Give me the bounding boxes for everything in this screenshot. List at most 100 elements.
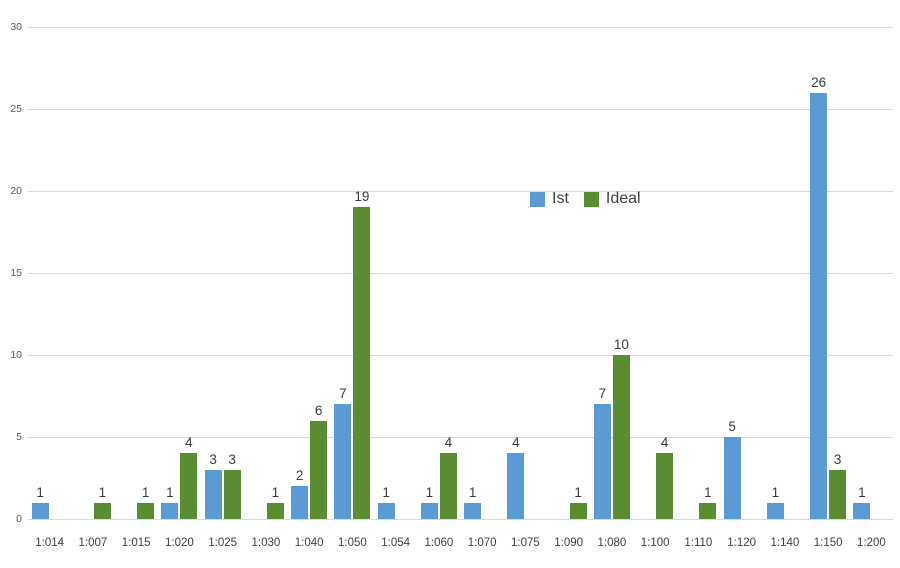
- x-tick-label: 1:200: [856, 537, 886, 549]
- bars-layer: 1 1 1 1 4 3 3 1 2 6 7 19 1 1 4 1 4 1 7 10 4 1 5 1 26 3 1: [28, 27, 893, 519]
- bar-value-label: 1: [425, 484, 434, 500]
- bar-value-label: 1: [382, 484, 390, 500]
- bar-ideal: 1: [569, 485, 587, 519]
- bar-value-label: 1: [36, 484, 44, 500]
- y-tick-label: 10: [10, 349, 22, 361]
- bar-value-label: 3: [209, 451, 217, 467]
- bar-ist: 1: [853, 485, 871, 519]
- x-tick-label: 1:150: [813, 537, 843, 549]
- legend-item-ist: Ist: [530, 189, 569, 209]
- bar-value-label: 4: [660, 435, 669, 451]
- bar-value-label: 4: [444, 435, 453, 451]
- x-tick-label: 1:030: [251, 537, 281, 549]
- x-tick-label: 1:060: [424, 537, 454, 549]
- bar-value-label: 2: [295, 468, 304, 484]
- category-group: 5: [720, 27, 763, 519]
- legend-swatch-ist: [530, 191, 545, 207]
- y-tick-label: 30: [10, 21, 22, 33]
- x-tick-label: 1:075: [510, 537, 540, 549]
- bar-value-label: 1: [771, 484, 780, 500]
- category-group: 1: [115, 27, 158, 519]
- bar-ist: 5: [723, 419, 741, 519]
- bar-ideal: 4: [656, 435, 674, 519]
- category-group: 26 3: [807, 27, 850, 519]
- bar-ideal: 4: [180, 435, 198, 519]
- bar-ideal: 6: [310, 403, 328, 519]
- plot-area: 1 1 1 1 4 3 3 1 2 6 7 19 1 1 4 1 4 1 7 10 4 1 5 1 26 3 1 Ist Ideal: [28, 27, 893, 520]
- category-group: 1: [763, 27, 806, 519]
- bar-value-label: 1: [166, 484, 174, 500]
- bar-ist: 1: [161, 485, 179, 519]
- legend-swatch-ideal: [583, 191, 599, 207]
- x-tick-label: 1:007: [78, 537, 108, 549]
- bar-value-label: 1: [858, 484, 866, 500]
- bar-value-label: 7: [598, 386, 607, 402]
- x-tick-label: 1:080: [597, 537, 627, 549]
- legend-label: Ist: [552, 190, 569, 207]
- x-axis: 1:014 1:007 1:015 1:020 1:025 1:030 1:040 1:050…: [28, 535, 893, 551]
- gridline: [28, 355, 893, 356]
- y-tick-label: 20: [10, 185, 22, 197]
- bar-ideal: 4: [439, 435, 457, 519]
- gridline: [28, 27, 893, 28]
- gridline: [28, 191, 893, 192]
- bar-ist: 4: [507, 435, 525, 519]
- legend-label: Ideal: [605, 190, 641, 207]
- legend-item-ideal: Ideal: [583, 189, 641, 209]
- bar-value-label: 7: [339, 386, 347, 402]
- x-tick-label: 1:014: [35, 537, 65, 549]
- bar-value-label: 19: [354, 189, 370, 205]
- bar-value-label: 1: [141, 484, 150, 500]
- bar-value-label: 1: [704, 484, 712, 500]
- category-group: 4: [504, 27, 547, 519]
- category-group: 7 10: [590, 27, 633, 519]
- bar-ideal: 1: [266, 485, 284, 519]
- y-tick-label: 15: [10, 267, 22, 279]
- x-tick-label: 1:015: [121, 537, 151, 549]
- gridline: [28, 437, 893, 438]
- x-tick-label: 1:090: [554, 537, 584, 549]
- y-tick-label: 25: [10, 103, 22, 115]
- bar-ist: 1: [420, 485, 438, 519]
- bar-value-label: 1: [468, 484, 477, 500]
- bar-value-label: 4: [185, 435, 193, 451]
- category-group: 4: [634, 27, 677, 519]
- x-tick-label: 1:100: [640, 537, 670, 549]
- bar-ist: 3: [204, 452, 222, 519]
- bar-value-label: 5: [728, 419, 736, 434]
- category-group: 1: [677, 27, 720, 519]
- category-group: 1: [28, 27, 71, 519]
- bar-ist: 7: [593, 386, 611, 519]
- x-tick-label: 1:054: [381, 537, 411, 549]
- bar-ist: 1: [377, 485, 395, 519]
- legend: Ist Ideal: [530, 189, 641, 209]
- bar-ideal: 3: [223, 452, 241, 519]
- bar-value-label: 26: [811, 74, 827, 90]
- bar-value-label: 3: [833, 451, 842, 467]
- gridline: [28, 273, 893, 274]
- bar-ideal: 1: [137, 485, 155, 519]
- bar-ist: 26: [810, 75, 828, 519]
- category-group: 1: [244, 27, 287, 519]
- bar-ideal: 3: [829, 452, 847, 519]
- bar-ideal: 1: [93, 485, 111, 519]
- y-axis: 0 5 10 15 20 25 30: [0, 0, 22, 568]
- x-tick-label: 1:050: [337, 537, 367, 549]
- x-tick-label: 1:025: [208, 537, 238, 549]
- bar-ist: 2: [291, 468, 309, 519]
- bar-ideal: 19: [353, 189, 371, 519]
- x-tick-label: 1:040: [294, 537, 324, 549]
- bar-ideal: 10: [612, 337, 630, 519]
- bar-value-label: 1: [574, 484, 582, 500]
- bar-value-label: 6: [314, 402, 323, 418]
- bar-value-label: 4: [512, 435, 520, 451]
- bar-value-label: 10: [613, 337, 629, 352]
- x-tick-label: 1:070: [467, 537, 497, 549]
- category-group: 7 19: [331, 27, 374, 519]
- x-tick-label: 1:140: [770, 537, 800, 549]
- gridline: [28, 109, 893, 110]
